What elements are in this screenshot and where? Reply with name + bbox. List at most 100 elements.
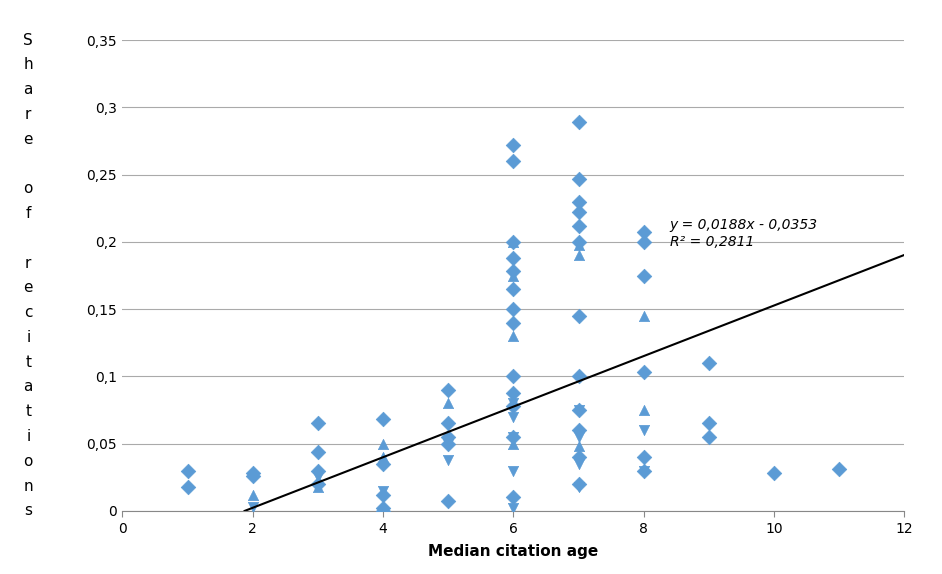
- Point: [571, 405, 586, 414]
- Point: [376, 490, 391, 499]
- Point: [310, 479, 326, 488]
- Point: [506, 399, 521, 408]
- Point: [245, 502, 260, 511]
- Point: [636, 311, 651, 320]
- Point: [636, 452, 651, 461]
- Point: [441, 385, 456, 394]
- Point: [571, 432, 586, 441]
- Point: [506, 432, 521, 441]
- Point: [506, 318, 521, 327]
- Point: [636, 228, 651, 237]
- Point: [506, 439, 521, 448]
- Point: [571, 405, 586, 414]
- Point: [636, 368, 651, 377]
- Point: [571, 174, 586, 183]
- Point: [376, 506, 391, 515]
- Point: [245, 490, 260, 499]
- Text: c: c: [24, 305, 33, 320]
- Point: [506, 305, 521, 314]
- Point: [571, 425, 586, 435]
- Point: [506, 331, 521, 340]
- Point: [506, 372, 521, 381]
- Text: t: t: [25, 404, 31, 419]
- Text: S: S: [24, 33, 33, 48]
- Point: [571, 237, 586, 246]
- Point: [506, 503, 521, 513]
- Text: a: a: [24, 379, 33, 394]
- Point: [506, 141, 521, 150]
- Point: [310, 472, 326, 482]
- Point: [506, 157, 521, 166]
- Text: e: e: [24, 132, 33, 147]
- Point: [310, 419, 326, 428]
- Point: [376, 415, 391, 424]
- Point: [571, 452, 586, 461]
- Point: [376, 503, 391, 513]
- Point: [571, 479, 586, 488]
- Point: [506, 432, 521, 441]
- Text: r: r: [25, 107, 31, 122]
- Point: [180, 466, 195, 475]
- Text: h: h: [24, 57, 33, 72]
- Point: [506, 401, 521, 410]
- Text: n: n: [24, 479, 33, 494]
- Point: [506, 271, 521, 280]
- Text: o: o: [24, 181, 33, 196]
- Point: [506, 237, 521, 246]
- Text: i: i: [26, 330, 30, 345]
- Text: a: a: [24, 82, 33, 97]
- Point: [245, 471, 260, 480]
- Text: s: s: [24, 503, 32, 518]
- Point: [636, 466, 651, 475]
- Point: [506, 466, 521, 475]
- Point: [571, 197, 586, 206]
- Point: [701, 358, 716, 367]
- Point: [376, 439, 391, 448]
- Point: [376, 459, 391, 468]
- Point: [636, 466, 651, 475]
- Point: [506, 412, 521, 421]
- Point: [636, 425, 651, 435]
- Point: [571, 118, 586, 127]
- Point: [571, 240, 586, 249]
- Point: [571, 208, 586, 217]
- Point: [441, 439, 456, 448]
- Point: [310, 482, 326, 491]
- Point: [571, 442, 586, 451]
- Point: [310, 466, 326, 475]
- Point: [506, 388, 521, 397]
- Point: [636, 271, 651, 280]
- Point: [376, 452, 391, 461]
- Point: [506, 237, 521, 246]
- Point: [506, 284, 521, 293]
- Point: [571, 482, 586, 491]
- Text: t: t: [25, 355, 31, 370]
- Point: [571, 372, 586, 381]
- Point: [767, 468, 782, 478]
- X-axis label: Median citation age: Median citation age: [429, 544, 598, 559]
- Text: r: r: [25, 255, 31, 270]
- Point: [376, 486, 391, 495]
- Point: [506, 267, 521, 276]
- Point: [441, 497, 456, 506]
- Point: [441, 419, 456, 428]
- Text: i: i: [26, 429, 30, 444]
- Point: [636, 405, 651, 414]
- Text: e: e: [24, 281, 33, 296]
- Point: [180, 482, 195, 491]
- Point: [506, 254, 521, 263]
- Point: [441, 439, 456, 448]
- Text: o: o: [24, 454, 33, 469]
- Point: [441, 399, 456, 408]
- Point: [832, 464, 847, 474]
- Point: [701, 419, 716, 428]
- Point: [310, 447, 326, 456]
- Text: f: f: [25, 206, 31, 221]
- Point: [571, 459, 586, 468]
- Point: [571, 311, 586, 320]
- Point: [701, 432, 716, 441]
- Point: [245, 468, 260, 478]
- Point: [441, 455, 456, 464]
- Point: [441, 432, 456, 441]
- Point: [506, 493, 521, 502]
